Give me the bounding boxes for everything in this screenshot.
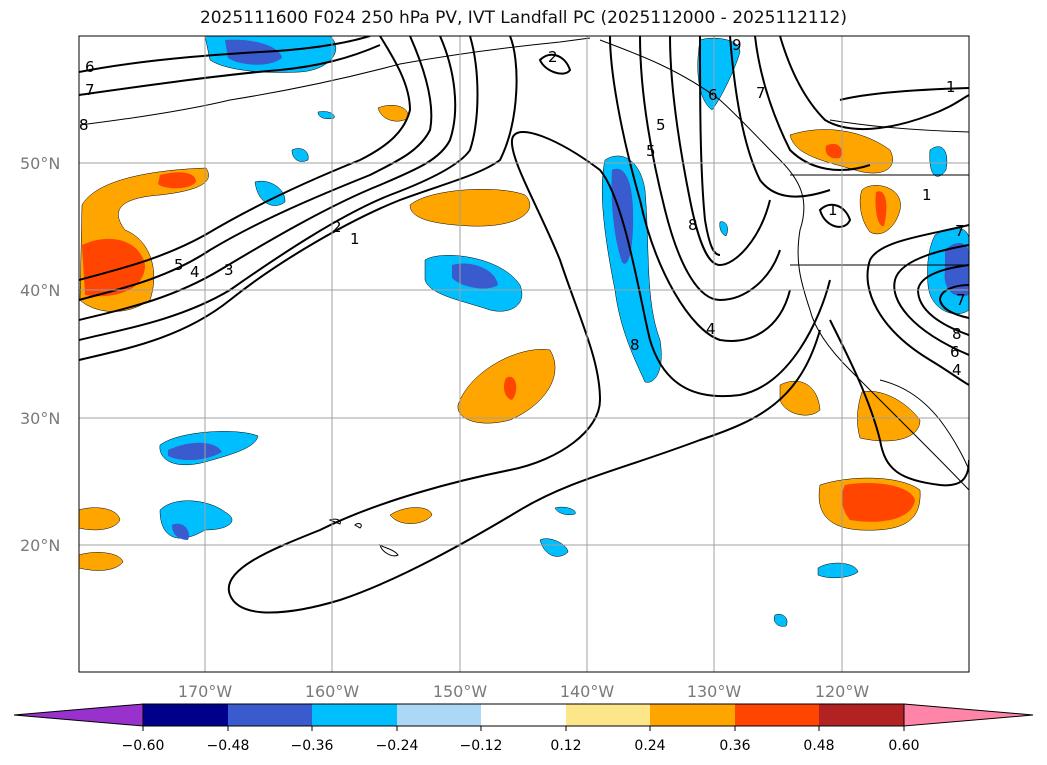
colorbar-segment (566, 704, 650, 726)
lon-label: 160°W (305, 682, 360, 701)
longitude-labels: 170°W 160°W 150°W 140°W 130°W 120°W (178, 682, 870, 701)
contour-label: 6 (85, 58, 95, 76)
contour-label: 8 (630, 336, 640, 354)
colorbar: −0.60 −0.48 −0.36 −0.24 −0.12 0.12 0.24 … (13, 703, 1034, 754)
contour-label: 5 (656, 116, 666, 134)
colorbar-segment (312, 704, 397, 726)
contour-label: 7 (756, 84, 766, 102)
colorbar-tick-label: −0.12 (460, 738, 503, 754)
positive-pv-shading (79, 105, 921, 571)
contour-label: 4 (952, 361, 962, 379)
contour-label: 5 (646, 142, 656, 160)
colorbar-tick-label: −0.48 (207, 738, 250, 754)
colorbar-segment (650, 704, 735, 726)
colorbar-segment (143, 704, 228, 726)
contour-label: 7 (956, 291, 966, 309)
coastlines (79, 37, 969, 557)
colorbar-tick-label: −0.24 (376, 738, 419, 754)
lon-label: 170°W (178, 682, 233, 701)
colorbar-tick-label: 0.48 (803, 738, 834, 754)
lat-label: 50°N (20, 154, 60, 173)
lat-label: 40°N (20, 281, 60, 300)
contour-label: 7 (85, 81, 95, 99)
colorbar-tick-label: −0.36 (291, 738, 334, 754)
colorbar-tick-label: −0.60 (122, 738, 165, 754)
colorbar-tick-label: 0.60 (888, 738, 919, 754)
contour-label: 1 (946, 78, 956, 96)
contour-label: 1 (828, 201, 838, 219)
contour-label: 3 (224, 261, 234, 279)
graticule (79, 36, 969, 672)
colorbar-segment (735, 704, 819, 726)
contour-label: 9 (732, 36, 742, 54)
contour-label: 2 (548, 48, 558, 66)
map-title: 2025111600 F024 250 hPa PV, IVT Landfall… (199, 8, 847, 28)
lon-label: 150°W (433, 682, 488, 701)
pv-contours (79, 36, 969, 614)
contour-label: 6 (950, 343, 960, 361)
contour-label: 6 (708, 86, 718, 104)
contour-label: 4 (190, 263, 200, 281)
lat-label: 20°N (20, 536, 60, 555)
colorbar-segment (819, 704, 904, 726)
colorbar-tick-label: 0.12 (550, 738, 581, 754)
colorbar-extend-high (903, 703, 1034, 727)
lon-label: 120°W (815, 682, 870, 701)
contour-label: 5 (174, 256, 184, 274)
contour-label: 7 (955, 222, 965, 240)
contour-label: 4 (706, 320, 716, 338)
negative-pv-shading (159, 36, 969, 627)
colorbar-ticks (142, 726, 905, 731)
map-frame (78, 35, 970, 673)
latitude-labels: 50°N 40°N 30°N 20°N (20, 154, 60, 555)
contour-label: 1 (350, 230, 360, 248)
colorbar-extend-low (13, 703, 144, 727)
lat-label: 30°N (20, 409, 60, 428)
contour-label: 8 (688, 216, 698, 234)
contour-label: 1 (922, 186, 932, 204)
contour-labels: 6 7 8 2 5 8 7 9 1 5 6 8 4 1 2 1 5 4 3 1 … (79, 36, 966, 379)
contour-label: 8 (952, 325, 962, 343)
colorbar-tick-label: 0.24 (634, 738, 665, 754)
colorbar-segment (481, 704, 566, 726)
lon-label: 130°W (687, 682, 742, 701)
colorbar-segment (228, 704, 312, 726)
colorbar-segment (397, 704, 481, 726)
lon-label: 140°W (560, 682, 615, 701)
contour-label: 8 (79, 116, 89, 134)
colorbar-tick-label: 0.36 (719, 738, 750, 754)
contour-label: 2 (332, 218, 342, 236)
